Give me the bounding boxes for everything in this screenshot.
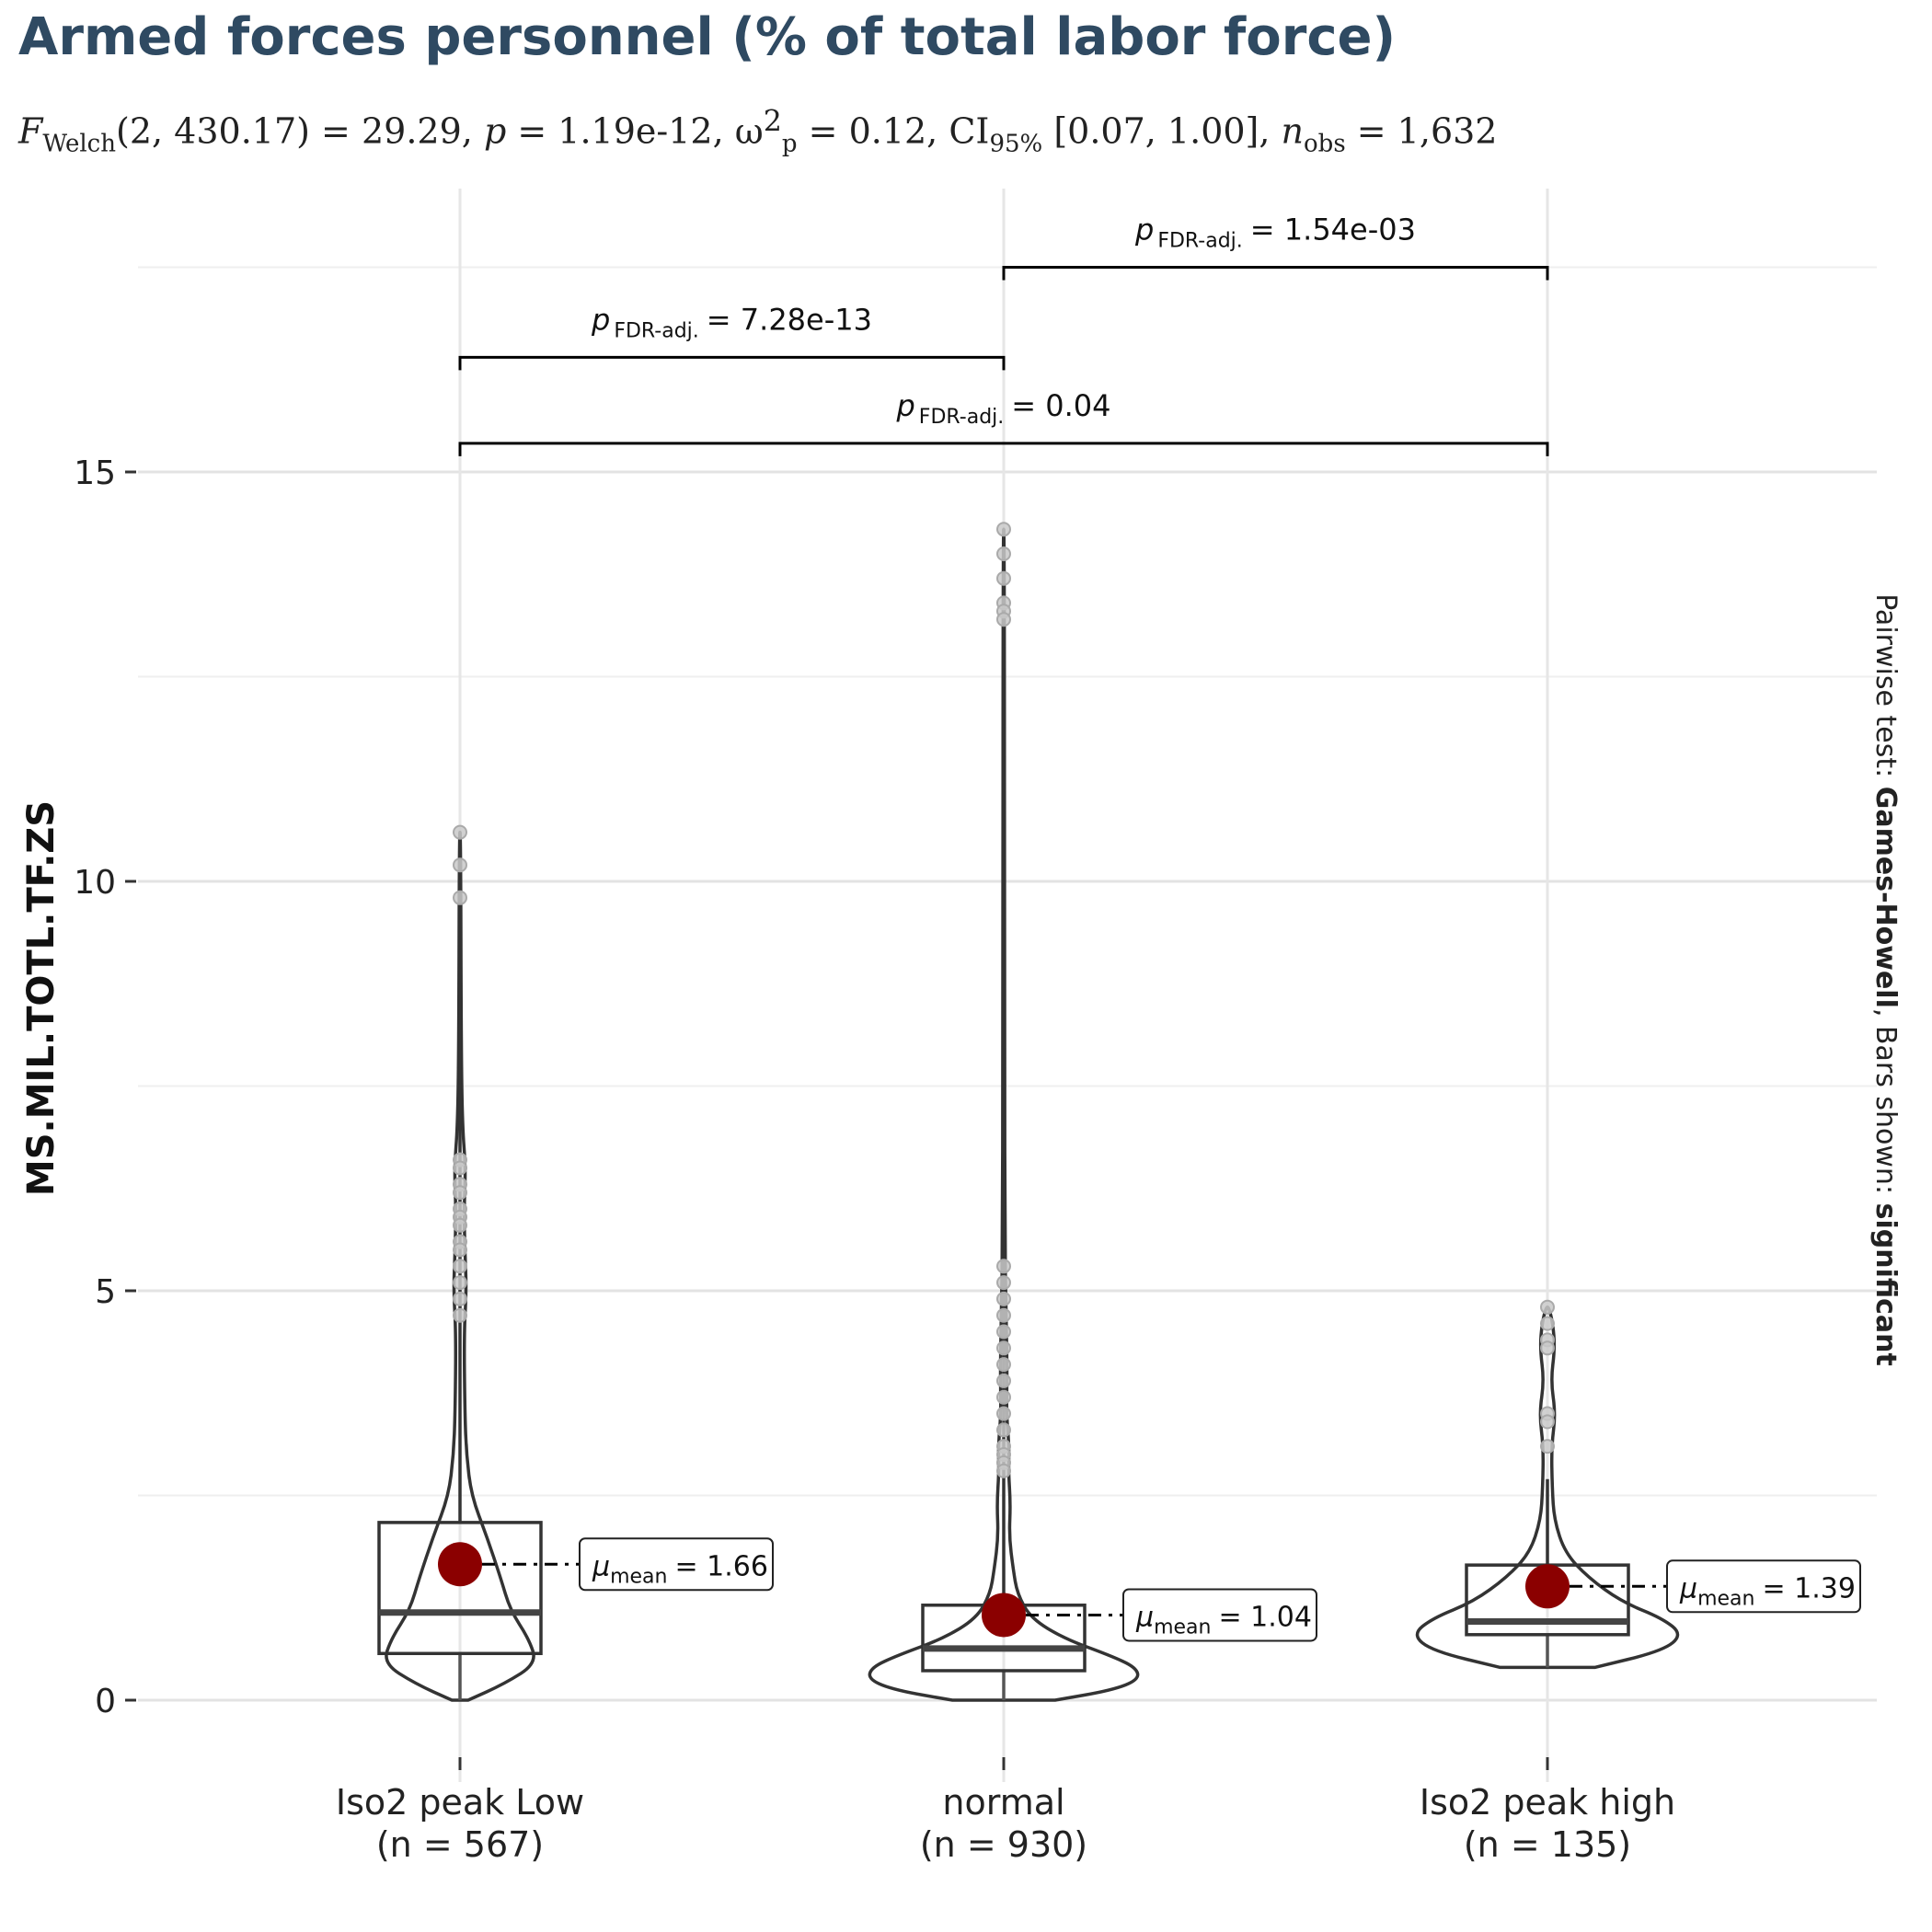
comparison-bracket: [458, 355, 1006, 371]
boxplots: [377, 529, 1630, 1700]
outlier-point: [996, 1275, 1011, 1291]
x-tick-label: normal: [942, 1782, 1064, 1823]
n-value: = 1,632: [1356, 110, 1498, 152]
caption-test: Games-Howell: [1869, 787, 1902, 1008]
comparison-bracket: [458, 442, 1549, 456]
mean-label: μmean = 1.39: [1679, 1572, 1856, 1610]
ci-value: [0.07, 1.00],: [1053, 110, 1271, 152]
y-axis: 0 5 10 15: [74, 454, 136, 1720]
comparison-brackets: p FDR-adj. = 1.54e-03 p FDR-adj. = 7.28e-13 p F…: [458, 213, 1549, 456]
outlier-point: [453, 857, 467, 873]
grid-lines: [138, 189, 1877, 1782]
outlier-point: [453, 890, 467, 905]
x-tick-label: Iso2 peak high: [1420, 1782, 1675, 1823]
outlier-points: [453, 522, 1555, 1478]
p-value: = 1.19e-12,: [517, 110, 724, 152]
comparison-bracket: [1002, 266, 1549, 281]
y-tick-label: 0: [95, 1683, 116, 1720]
n-sub: obs: [1304, 130, 1346, 158]
mean-markers: μmean = 1.66 μmean = 1.04 μmean = 1.39: [438, 1537, 1861, 1642]
stat-value: = 29.29,: [321, 110, 473, 152]
mean-label: μmean = 1.04: [1135, 1601, 1312, 1639]
caption-middle: , Bars shown:: [1869, 1008, 1902, 1203]
outlier-point: [996, 1340, 1011, 1356]
x-axis: Iso2 peak Low(n = 567) normal(n = 930) Iso…: [336, 1757, 1675, 1865]
y-tick-label: 10: [74, 864, 116, 902]
comparison-label: p FDR-adj. = 1.54e-03: [1134, 213, 1416, 253]
outlier-point: [996, 1389, 1011, 1405]
outlier-point: [453, 1275, 467, 1291]
mean-point: [1525, 1564, 1570, 1609]
outlier-point: [996, 546, 1011, 561]
outlier-point: [453, 1307, 467, 1323]
outlier-point: [1540, 1414, 1555, 1430]
comparison-label: p FDR-adj. = 7.28e-13: [591, 302, 872, 342]
outlier-point: [1540, 1299, 1555, 1315]
ci-label: CI: [949, 110, 990, 152]
mean-label-box: [579, 1537, 774, 1592]
y-tick-label: 5: [95, 1273, 116, 1311]
chart-title: Armed forces personnel (% of total labor…: [18, 7, 1397, 67]
outlier-point: [453, 824, 467, 840]
outlier-point: [996, 522, 1011, 537]
outlier-point: [996, 1373, 1011, 1388]
outlier-point: [996, 1463, 1011, 1478]
x-tick-count: (n = 135): [1464, 1824, 1631, 1865]
x-tick-label: Iso2 peak Low: [336, 1782, 584, 1823]
outlier-point: [996, 1324, 1011, 1340]
stat-sub: Welch: [42, 130, 116, 158]
stat-df: (2, 430.17): [116, 110, 310, 152]
outlier-point: [996, 570, 1011, 586]
outlier-point: [453, 1217, 467, 1233]
violins: [385, 527, 1680, 1702]
box-iqr: [377, 1521, 543, 1656]
mean-point: [982, 1593, 1026, 1638]
mean-point: [438, 1542, 482, 1587]
comparison-label: p FDR-adj. = 0.04: [895, 388, 1110, 429]
outlier-point: [996, 1357, 1011, 1373]
outlier-point: [453, 1160, 467, 1176]
mean-label: μmean = 1.66: [592, 1550, 768, 1588]
x-tick-count: (n = 567): [376, 1824, 544, 1865]
outlier-point: [996, 612, 1011, 627]
outlier-point: [1540, 1316, 1555, 1331]
outlier-point: [1540, 1340, 1555, 1356]
outlier-point: [453, 1291, 467, 1306]
mean-label-box: [1666, 1559, 1861, 1614]
effect-label: ω: [734, 110, 764, 152]
outlier-point: [996, 1291, 1011, 1306]
effect-size: ω2p: [734, 105, 798, 157]
outlier-point: [453, 1242, 467, 1258]
outlier-point: [996, 1307, 1011, 1323]
outlier-point: [996, 1422, 1011, 1438]
effect-value: = 0.12,: [808, 110, 938, 152]
n-label: n: [1281, 110, 1305, 152]
effect-sub: p: [781, 130, 798, 158]
caption-prefix: Pairwise test:: [1869, 593, 1902, 787]
y-tick-label: 15: [74, 454, 116, 492]
p-label: p: [483, 110, 507, 152]
outlier-point: [453, 1259, 467, 1274]
outlier-point: [996, 1406, 1011, 1421]
right-caption: Pairwise test: Games-Howell, Bars shown:…: [1869, 593, 1902, 1366]
stat-label: F: [18, 110, 43, 152]
outlier-point: [996, 1259, 1011, 1274]
x-tick-count: (n = 930): [920, 1824, 1087, 1865]
caption-shown: significant: [1869, 1203, 1902, 1366]
outlier-point: [1540, 1439, 1555, 1455]
outlier-point: [453, 1185, 467, 1201]
mean-label-box: [1122, 1588, 1317, 1642]
ci-sub: 95%: [989, 130, 1043, 158]
effect-sup: 2: [763, 105, 782, 138]
y-axis-title: MS.MIL.TOTL.TF.ZS: [20, 800, 63, 1196]
chart-subtitle: FWelch(2, 430.17) = 29.29, p = 1.19e-12,…: [18, 105, 1497, 157]
